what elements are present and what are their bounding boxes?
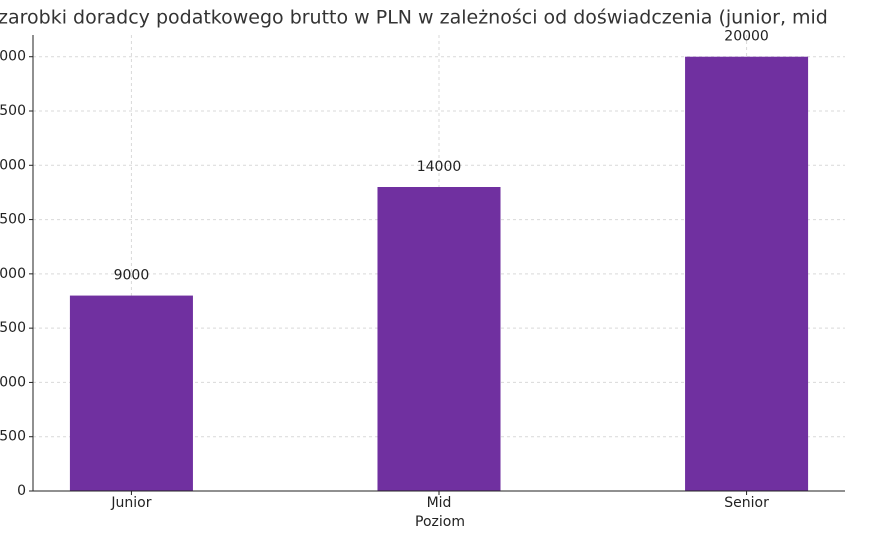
y-tick-label: 17500: [0, 103, 26, 119]
x-tick-label: Mid: [427, 495, 452, 511]
y-tick-label: 12500: [0, 212, 26, 228]
y-tick-label: 20000: [0, 49, 26, 65]
y-tick-label: 0: [17, 483, 26, 499]
data-label: 9000: [114, 268, 150, 284]
y-tick-label: 10000: [0, 266, 26, 282]
y-tick-label: 2500: [0, 429, 26, 445]
chart-title: zarobki doradcy podatkowego brutto w PLN…: [0, 7, 828, 29]
data-label: 20000: [724, 29, 769, 45]
bar: [69, 295, 193, 491]
data-label: 14000: [417, 159, 462, 175]
x-tick-label: Junior: [110, 495, 151, 511]
y-tick-label: 15000: [0, 157, 26, 173]
x-axis-label: Poziom: [415, 514, 465, 530]
bar: [685, 56, 809, 491]
bar: [377, 187, 501, 491]
y-tick-label: 7500: [0, 320, 26, 336]
x-tick-label: Senior: [724, 495, 769, 511]
